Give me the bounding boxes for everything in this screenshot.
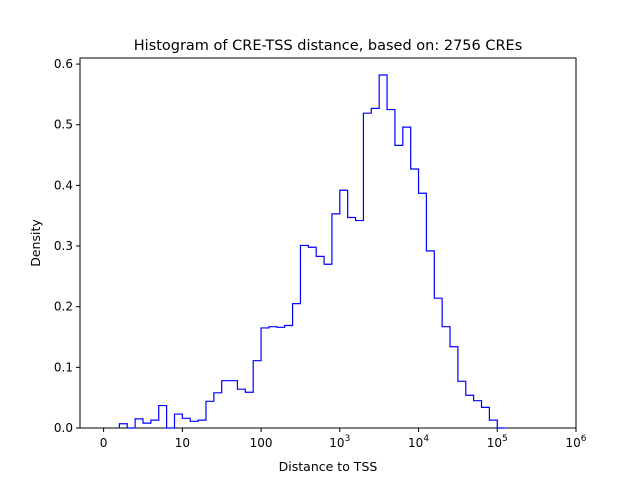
x-tick-label: 100 [250,436,273,450]
x-tick-label: 104 [408,434,429,450]
x-tick-label: 103 [329,434,350,450]
x-tick-label: 105 [487,434,508,450]
x-axis-ticks: 0 10 100 103 104 105 106 [100,428,587,450]
histogram-series [118,74,506,429]
plot-area-frame [79,57,577,429]
chart-title: Histogram of CRE-TSS distance, based on:… [134,38,523,54]
y-tick-label: 0.1 [54,360,73,374]
y-axis-label: Density [28,219,43,267]
x-tick-label: 106 [565,434,586,450]
y-tick-label: 0.2 [54,300,73,314]
y-tick-label: 0.5 [54,118,73,132]
y-axis-ticks: 0.0 0.1 0.2 0.3 0.4 0.5 0.6 [54,57,80,435]
y-tick-label: 0.0 [54,421,73,435]
x-tick-label: 10 [175,436,190,450]
density-step-line [118,74,506,429]
y-tick-label: 0.6 [54,57,73,71]
x-axis-label: Distance to TSS [279,459,378,474]
y-tick-label: 0.3 [54,239,73,253]
y-tick-label: 0.4 [54,178,73,192]
x-tick-label: 0 [100,436,108,450]
